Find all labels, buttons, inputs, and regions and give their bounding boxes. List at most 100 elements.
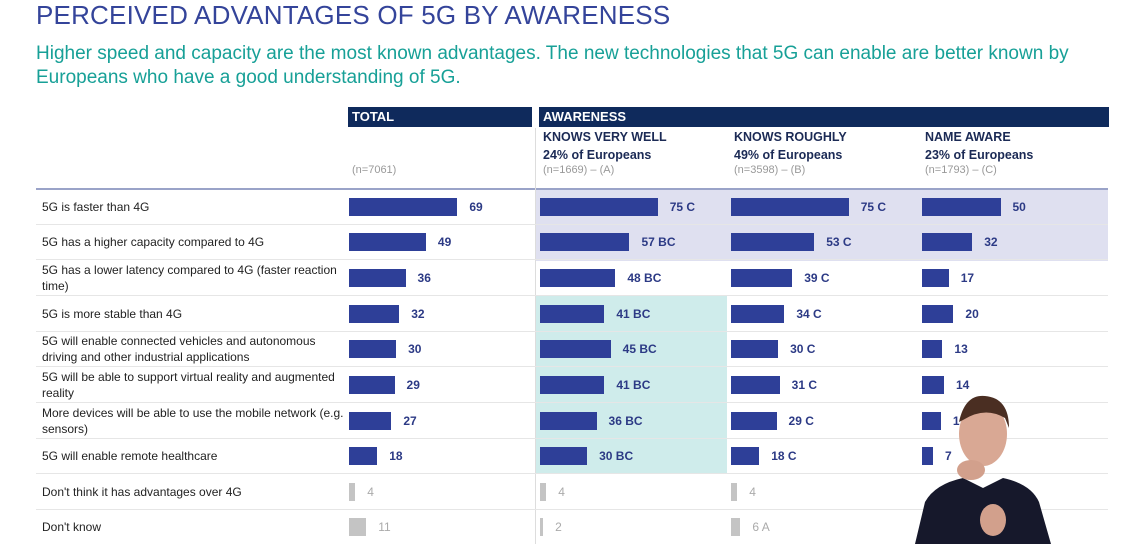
data-label: 41 BC [616, 378, 651, 392]
row-label: 5G is faster than 4G [42, 200, 150, 214]
bar [349, 376, 395, 394]
row-separator [36, 509, 1108, 510]
data-label: 20 [965, 307, 979, 321]
bar [540, 305, 605, 323]
bar [922, 447, 933, 465]
data-label: 18 C [771, 449, 797, 463]
bar-cell: 31 C [731, 376, 931, 394]
data-label: 7 [944, 449, 952, 463]
data-label: 1 [952, 414, 960, 428]
column-name: NAME AWARE [925, 130, 1011, 144]
bar-cell: 41 BC [540, 376, 740, 394]
data-label: 75 C [860, 200, 887, 214]
data-label: 30 BC [599, 449, 634, 463]
bar-cell: 57 BC [540, 233, 740, 251]
data-label: 31 C [791, 378, 818, 392]
data-label: 41 BC [616, 307, 651, 321]
bar [731, 340, 779, 358]
bar [731, 518, 741, 536]
bar-cell: 75 C [731, 198, 931, 216]
bar [731, 412, 777, 430]
row-label: 5G is more stable than 4G [42, 307, 183, 321]
bar-cell: 34 C [731, 305, 931, 323]
bar [540, 340, 611, 358]
data-label: 29 [406, 378, 420, 392]
data-label: 4 [749, 485, 756, 499]
data-label: 39 C [804, 271, 830, 285]
bar-cell: 30 [349, 340, 549, 358]
bar [349, 269, 406, 287]
bar [540, 269, 616, 287]
bar-cell: 32 [922, 233, 1122, 251]
bar [540, 518, 544, 536]
bar [540, 376, 605, 394]
row-label: 5G will enable remote healthcare [42, 449, 218, 463]
row-label: Don't think it has advantages over 4G [42, 485, 242, 499]
row-separator [36, 366, 1108, 367]
header-divider [36, 188, 1108, 190]
bar [349, 233, 426, 251]
bar-cell: 11 [349, 518, 549, 536]
sample-size: (n=7061) [352, 164, 397, 176]
data-label: 4 [558, 485, 565, 499]
bar-cell: 1 [922, 412, 1122, 430]
bar-cell: 49 [349, 233, 549, 251]
bar-cell: 14 [922, 376, 1122, 394]
bar [922, 269, 949, 287]
bar [731, 305, 785, 323]
bar-cell: 75 C [540, 198, 740, 216]
row-separator [36, 224, 1108, 225]
column-header: KNOWS ROUGHLY 49% of Europeans [734, 128, 847, 164]
row-label: 5G has a higher capacity compared to 4G [42, 235, 265, 249]
data-label: 30 C [790, 342, 816, 356]
bar [922, 198, 1001, 216]
data-label: 45 BC [622, 342, 657, 356]
column-header: KNOWS VERY WELL 24% of Europeans [543, 128, 667, 164]
bar [349, 305, 400, 323]
bar [922, 412, 941, 430]
data-label: 2 [555, 520, 562, 534]
sample-size: (n=1793) – (C) [925, 164, 997, 176]
bar [731, 269, 793, 287]
bar-cell: 39 C [731, 269, 931, 287]
bar-cell: 48 BC [540, 269, 740, 287]
row-separator [36, 438, 1108, 439]
data-label: 6 A [752, 520, 770, 534]
bar [731, 198, 849, 216]
bar-cell: 29 [349, 376, 549, 394]
data-label: 49 [437, 235, 452, 249]
data-label: 34 C [796, 307, 822, 321]
row-label: Don't know [42, 520, 101, 534]
bar-cell: 41 BC [540, 305, 740, 323]
data-label: 18 [389, 449, 403, 463]
bar [349, 447, 378, 465]
bar-cell: 17 [922, 269, 1122, 287]
bar-cell: 18 C [731, 447, 931, 465]
column-name: KNOWS ROUGHLY [734, 130, 847, 144]
bar [731, 376, 780, 394]
data-label: 36 [417, 271, 431, 285]
row-separator [36, 331, 1108, 332]
bar-cell: 7 [922, 447, 1122, 465]
bar-cell: 30 C [731, 340, 931, 358]
data-label: 17 [960, 271, 975, 285]
data-label: 14 [955, 378, 970, 392]
sample-size: (n=3598) – (B) [734, 164, 806, 176]
bar-cell: 13 [922, 340, 1122, 358]
bar-cell: 36 [349, 269, 549, 287]
data-label: 13 [954, 342, 968, 356]
data-label: 29 C [788, 414, 814, 428]
bar-cell: 45 BC [540, 340, 740, 358]
bar [349, 518, 367, 536]
data-label: 75 C [669, 200, 696, 214]
row-separator [36, 295, 1108, 296]
bar-cell: 27 [349, 412, 549, 430]
column-share: 24% of Europeans [543, 148, 652, 162]
subtitle: Higher speed and capacity are the most k… [36, 43, 1069, 88]
bar-cell: 30 BC [540, 447, 740, 465]
bar [540, 412, 597, 430]
data-label: 48 BC [627, 271, 662, 285]
bar [540, 447, 588, 465]
column-header: NAME AWARE 23% of Europeans [925, 128, 1033, 164]
sign-language-interpreter [915, 395, 1051, 544]
